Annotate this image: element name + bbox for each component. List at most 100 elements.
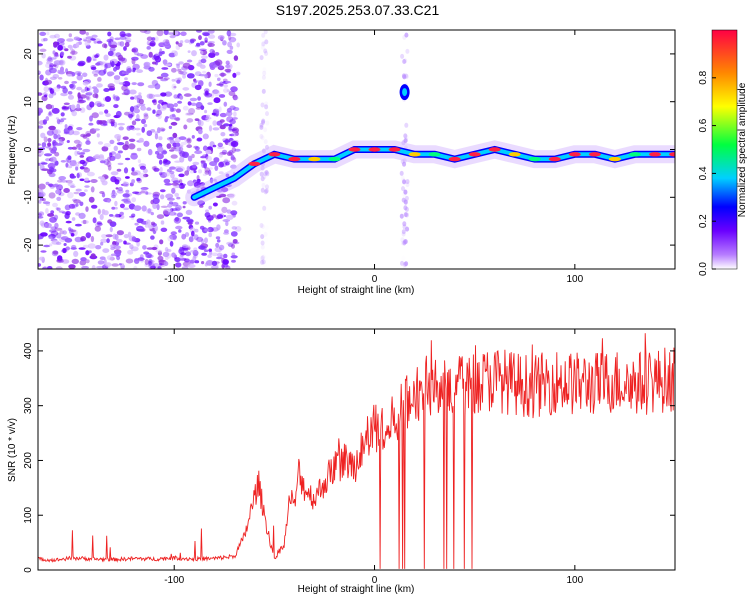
noise-blob [152,61,157,65]
noise-blob [129,215,135,218]
noise-blob [42,119,48,125]
noise-blob [65,179,73,184]
ridge-hotspot [608,156,621,162]
noise-blob [200,58,207,64]
noise-blob [178,229,182,233]
noise-blob [65,211,71,216]
ridge-hotspot [649,152,661,157]
stripe-blob [260,256,265,261]
noise-blob [150,212,154,216]
noise-blob [64,124,68,129]
noise-blob [54,222,59,229]
noise-blob [62,230,67,235]
noise-blob [176,196,181,200]
noise-blob [198,120,204,127]
noise-blob [194,150,203,155]
noise-blob [217,142,223,148]
noise-blob [40,250,47,253]
noise-blob [206,114,210,118]
colorbar-tick-label: 0.0 [698,262,709,276]
noise-blob [73,36,80,41]
noise-blob [60,236,69,241]
noise-blob [181,151,189,158]
noise-blob [200,105,205,110]
noise-blob [179,95,184,100]
noise-blob [75,42,80,48]
noise-blob [191,153,195,159]
noise-blob [66,73,73,77]
noise-blob [169,107,175,113]
stripe-blob [260,44,265,50]
noise-blob [219,81,224,87]
noise-blob [67,91,73,95]
noise-blob [157,146,164,153]
noise-blob [45,158,51,162]
noise-blob [128,138,136,142]
noise-blob [88,122,94,126]
ridge-hotspot [568,152,581,157]
noise-blob [106,238,110,244]
noise-blob [168,211,177,216]
noise-blob [145,219,151,226]
noise-blob [54,33,60,39]
stripe-blob [404,206,409,212]
noise-blob [117,54,124,61]
noise-blob [187,155,193,162]
noise-blob [193,170,197,174]
noise-blob [166,103,175,109]
noise-blob [114,200,118,207]
colorbar-tick-label: 0.4 [698,166,709,180]
noise-blob [181,244,189,248]
noise-blob [50,230,59,237]
noise-blob [64,80,69,85]
stripe-blob [265,184,269,190]
noise-blob [58,176,66,181]
noise-blob [85,140,91,145]
noise-blob [45,181,50,186]
noise-blob [67,146,74,150]
stripe-blob [261,74,266,80]
noise-blob [51,184,60,188]
noise-blob [230,231,238,237]
noise-blob [226,214,234,220]
noise-blob [85,250,90,256]
noise-blob [56,134,61,140]
stripe-blob [261,120,265,125]
ridge-hotspot [428,152,441,157]
noise-blob [104,175,109,179]
noise-blob [112,94,116,100]
noise-blob [38,143,41,146]
noise-blob [42,201,51,205]
noise-blob [38,234,42,240]
noise-blob [180,252,187,256]
noise-blob [48,125,56,131]
noise-blob [160,220,165,225]
noise-blob [216,239,221,243]
noise-blob [182,216,191,220]
noise-blob [110,176,117,183]
stripe-blob [264,238,268,243]
stripe-blob [260,102,265,108]
noise-blob [217,252,223,258]
noise-blob [231,259,236,263]
stripe-blob [262,70,267,76]
noise-blob [232,239,238,244]
noise-blob [53,129,61,135]
noise-blob [79,155,85,158]
noise-blob [55,189,61,195]
noise-blob [185,209,193,215]
noise-blob [102,248,110,254]
noise-blob [52,86,61,92]
noise-blob [97,208,101,215]
noise-blob [103,158,110,166]
noise-blob [152,193,160,199]
noise-blob [55,117,60,120]
noise-blob [74,236,83,243]
noise-blob [204,37,208,42]
stripe-blob [259,55,264,61]
noise-blob [228,90,236,96]
stripe-blob [264,170,269,175]
noise-blob [123,200,132,204]
noise-blob [230,154,235,161]
noise-blob [55,266,63,269]
